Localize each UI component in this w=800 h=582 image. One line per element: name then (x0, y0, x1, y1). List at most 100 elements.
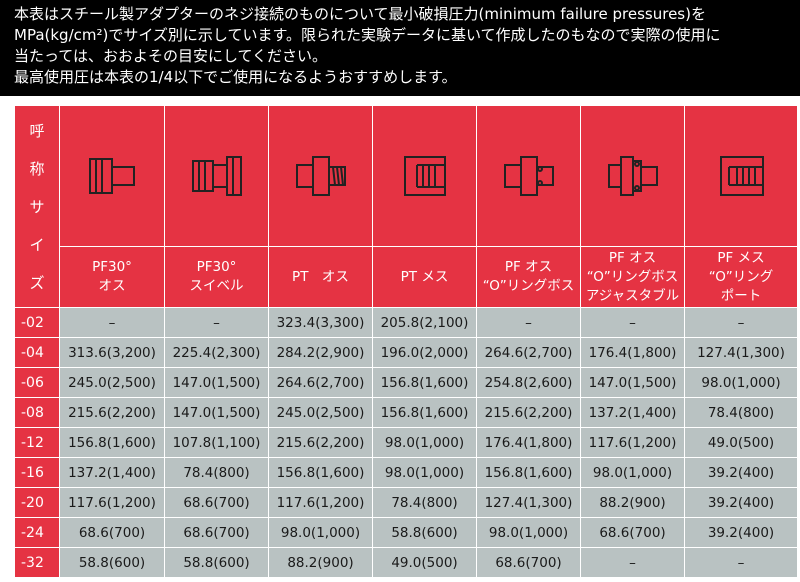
pressure-cell: 147.0(1,500) (164, 397, 269, 428)
column-header-pf-oring-boss: PF オス “O”リングボス (476, 246, 581, 308)
pressure-cell: 176.4(1,800) (580, 337, 685, 368)
pressure-cell: 156.8(1,600) (59, 427, 165, 458)
pressure-cell: 68.6(700) (476, 547, 581, 578)
size-label: -24 (14, 517, 60, 548)
column-name-row: PF30° オス PF30° スイベル PT オス PT メス PF オス “O… (15, 246, 798, 308)
pressure-cell: 127.4(1,300) (476, 487, 581, 518)
pressure-cell: 137.2(1,400) (59, 457, 165, 488)
table-row: -20 117.6(1,200) 68.6(700) 117.6(1,200) 78.4… (14, 487, 798, 518)
note-line: 当たっては、おおよその目安にしてください。 (14, 47, 328, 65)
pressure-cell: 117.6(1,200) (268, 487, 373, 518)
table-row: -12 156.8(1,600) 107.8(1,100) 215.6(2,200) 9… (14, 427, 798, 458)
table-row: -06 245.0(2,500) 147.0(1,500) 264.6(2,700) 1… (14, 367, 798, 398)
swivel-fitting-icon (164, 105, 269, 247)
note-line: 最高使用圧は本表の1/4以下でご使用になるようおすすめします。 (14, 68, 457, 86)
pressure-cell: 313.6(3,200) (59, 337, 165, 368)
column-header-pt-female: PT メス (372, 246, 477, 308)
pressure-cell: 98.0(1,000) (476, 517, 581, 548)
size-label: -04 (14, 337, 60, 368)
pressure-cell: 39.2(400) (684, 487, 798, 518)
note-text-block: 本表はスチール製アダプターのネジ接続のものについて最小破損圧力(minimum … (0, 0, 800, 96)
pressure-cell: 196.0(2,000) (372, 337, 477, 368)
pressure-cell: 49.0(500) (372, 547, 477, 578)
pressure-cell: – (684, 307, 798, 338)
pressure-cell: – (164, 307, 269, 338)
column-header-pt-male: PT オス (268, 246, 373, 308)
male-taper-fitting-icon (268, 105, 373, 247)
pressure-cell: 147.0(1,500) (164, 367, 269, 398)
nominal-size-header: 呼 称 サ イ ズ (14, 105, 60, 308)
size-label: -32 (14, 547, 60, 578)
pressure-cell: 284.2(2,900) (268, 337, 373, 368)
size-label: -12 (14, 427, 60, 458)
pressure-cell: 98.0(1,000) (580, 457, 685, 488)
adjustable-oring-fitting-icon (580, 105, 685, 247)
pressure-cell: 68.6(700) (580, 517, 685, 548)
pressure-cell: 147.0(1,500) (580, 367, 685, 398)
pressure-cell: 127.4(1,300) (684, 337, 798, 368)
pressure-cell: 264.6(2,700) (268, 367, 373, 398)
pressure-cell: 39.2(400) (684, 517, 798, 548)
icon-row: 呼 称 サ イ ズ (14, 105, 798, 308)
table-row: -24 68.6(700) 68.6(700) 98.0(1,000) 58.8(600… (14, 517, 798, 548)
pressure-cell: 78.4(800) (684, 397, 798, 428)
female-taper-fitting-icon (372, 105, 477, 247)
table-row: -04 313.6(3,200) 225.4(2,300) 284.2(2,900) 1… (14, 337, 798, 368)
pressure-cell: 205.8(2,100) (372, 307, 477, 338)
pressure-cell: 68.6(700) (59, 517, 165, 548)
column-header-pf30-male: PF30° オス (59, 246, 165, 308)
pressure-cell: 49.0(500) (684, 427, 798, 458)
pressure-cell: 245.0(2,500) (59, 367, 165, 398)
pressure-cell: – (580, 307, 685, 338)
pressure-cell: 176.4(1,800) (476, 427, 581, 458)
pressure-cell: 215.6(2,200) (476, 397, 581, 428)
table-row: -02– –323.4(3,300) 205.8(2,100) – – – (14, 307, 798, 338)
pressure-cell: 156.8(1,600) (476, 457, 581, 488)
oring-port-fitting-icon (684, 105, 798, 247)
table-row: -32 58.8(600) 58.8(600) 88.2(900) 49.0(500) 6… (14, 547, 798, 578)
pressure-cell: 156.8(1,600) (372, 367, 477, 398)
note-line: MPa(kg/cm²)でサイズ別に示しています。限られた実験データに基いて作成し… (14, 26, 721, 44)
pressure-cell: 39.2(400) (684, 457, 798, 488)
column-header-pf-female-oring-port: PF メス “O”リング ポート (684, 246, 798, 308)
pressure-cell: 117.6(1,200) (59, 487, 165, 518)
pressure-cell: 98.0(1,000) (268, 517, 373, 548)
pressure-cell: 68.6(700) (164, 487, 269, 518)
size-label: -06 (14, 367, 60, 398)
pressure-cell: 98.0(1,000) (372, 427, 477, 458)
table-row: -08 215.6(2,200) 147.0(1,500) 245.0(2,500) 1… (14, 397, 798, 428)
pressure-cell: 117.6(1,200) (580, 427, 685, 458)
pressure-cell: 88.2(900) (268, 547, 373, 578)
pressure-cell: – (684, 547, 798, 578)
size-label: -08 (14, 397, 60, 428)
pressure-table: 呼 称 サ イ ズ (14, 105, 798, 578)
pressure-cell: 215.6(2,200) (59, 397, 165, 428)
pressure-cell: 264.6(2,700) (476, 337, 581, 368)
pressure-cell: 137.2(1,400) (580, 397, 685, 428)
pressure-cell: – (476, 307, 581, 338)
oring-boss-fitting-icon (476, 105, 581, 247)
pressure-cell: 58.8(600) (164, 547, 269, 578)
pressure-cell: 78.4(800) (164, 457, 269, 488)
pressure-cell: 323.4(3,300) (268, 307, 373, 338)
pressure-cell: 58.8(600) (372, 517, 477, 548)
pressure-cell: 98.0(1,000) (684, 367, 798, 398)
pressure-cell: 225.4(2,300) (164, 337, 269, 368)
table-body: -02– –323.4(3,300) 205.8(2,100) – – – -04 313.6… (14, 307, 798, 578)
male-fitting-icon (59, 105, 165, 247)
pressure-cell: 78.4(800) (372, 487, 477, 518)
pressure-cell: 156.8(1,600) (268, 457, 373, 488)
size-label: -20 (14, 487, 60, 518)
pressure-cell: 107.8(1,100) (164, 427, 269, 458)
column-header-pf30-swivel: PF30° スイベル (164, 246, 269, 308)
pressure-cell: 98.0(1,000) (372, 457, 477, 488)
pressure-cell: 68.6(700) (164, 517, 269, 548)
column-header-pf-oring-adjustable: PF オス “O”リングボス アジャスタブル (580, 246, 685, 308)
pressure-cell: 88.2(900) (580, 487, 685, 518)
pressure-cell: 245.0(2,500) (268, 397, 373, 428)
pressure-cell: 58.8(600) (59, 547, 165, 578)
pressure-cell: – (580, 547, 685, 578)
pressure-cell: 254.8(2,600) (476, 367, 581, 398)
pressure-cell: 215.6(2,200) (268, 427, 373, 458)
pressure-cell: – (59, 307, 165, 338)
